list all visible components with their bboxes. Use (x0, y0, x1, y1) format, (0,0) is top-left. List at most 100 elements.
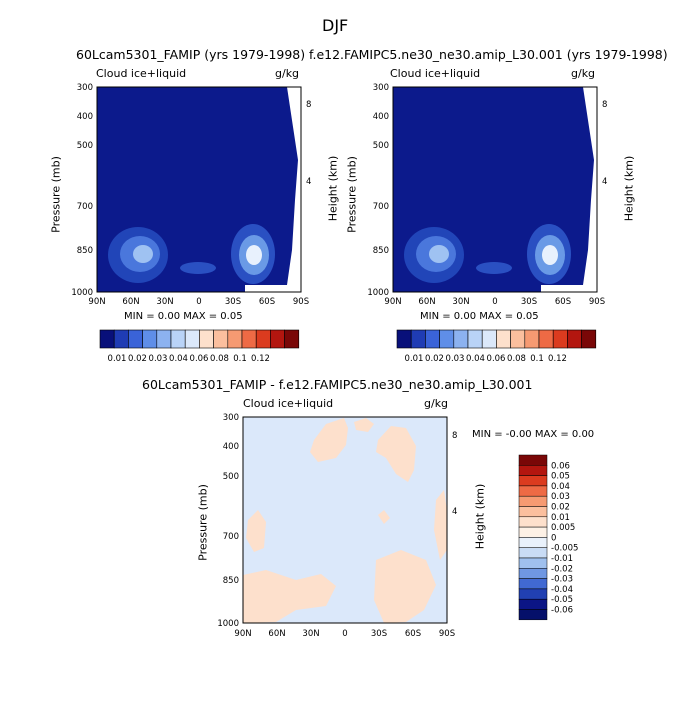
colorbar-diff-cell (518, 485, 548, 497)
colorbar-1-cell (241, 329, 257, 349)
colorbar-diff-label: -0.005 (551, 544, 578, 554)
colorbar-1-label: 0.02 (128, 354, 147, 364)
panel-2-variable-label: Cloud ice+liquid (390, 67, 481, 80)
panel-2-cloud-eq (476, 262, 512, 274)
colorbar-1-label: 0.1 (233, 354, 247, 364)
panel-3-ylabel-right: Height (km) (473, 483, 487, 550)
p3-x-tick-90s: 90S (439, 629, 455, 639)
panel-2-cloud-sh-inner (542, 245, 558, 265)
colorbar-diff-cell (518, 506, 548, 518)
panel-1-variable-label: Cloud ice+liquid (96, 67, 187, 80)
colorbar-panel-1: 0.01 0.02 0.03 0.04 0.06 0.08 0.1 0.12 (99, 329, 300, 364)
colorbar-diff-cell (518, 495, 548, 507)
p2-x-tick-90n: 90N (384, 297, 401, 307)
colorbar-2-label: 0.02 (425, 354, 444, 364)
panel-3-positive-patch-7 (434, 490, 447, 560)
panel-2-title: f.e12.FAMIPC5.ne30_ne30.amip_L30.001 (yr… (309, 47, 668, 62)
colorbar-diff-cell (518, 547, 548, 559)
colorbar-2-cell (567, 329, 582, 349)
colorbar-1-label: 0.03 (149, 354, 168, 364)
colorbar-panel-2: 0.01 0.02 0.03 0.04 0.06 0.08 0.1 0.12 (396, 329, 597, 364)
panel-1-minmax: MIN = 0.00 MAX = 0.05 (124, 311, 243, 322)
colorbar-2-cell (524, 329, 540, 349)
p3-y-tick-300: 300 (223, 413, 239, 423)
p3-y-tick-1000: 1000 (217, 619, 239, 629)
colorbar-1-cell (184, 329, 200, 349)
colorbar-2-cell (538, 329, 554, 349)
colorbar-diff-label: -0.01 (551, 554, 573, 564)
colorbar-2-label: 0.08 (507, 354, 526, 364)
colorbar-1-label: 0.12 (251, 354, 270, 364)
panel-1-cloud-eq (180, 262, 216, 274)
colorbar-diff-label: 0 (551, 533, 556, 543)
panel-3-title: 60Lcam5301_FAMIP - f.e12.FAMIPC5.ne30_ne… (142, 377, 533, 392)
colorbar-diff-label: -0.02 (551, 564, 573, 574)
colorbar-diff-label: -0.05 (551, 595, 573, 605)
colorbar-diff-cell (518, 516, 548, 528)
p3-x-tick-60n: 60N (268, 629, 285, 639)
p2-y-tick-850: 850 (373, 246, 389, 256)
p1-y-tick-850: 850 (77, 246, 93, 256)
colorbar-diff-cell (518, 578, 548, 590)
panel-1-cloud-sh-inner (246, 245, 262, 265)
colorbar-diff-label: 0.01 (551, 513, 570, 523)
panel-1-title: 60Lcam5301_FAMIP (yrs 1979-1998) (76, 47, 306, 62)
p3-h-tick-8: 8 (452, 431, 457, 441)
colorbar-2-label: 0.01 (405, 354, 424, 364)
colorbar-2-label: 0.03 (446, 354, 465, 364)
colorbar-2-cell (410, 329, 426, 349)
p3-x-tick-30n: 30N (302, 629, 319, 639)
p1-y-tick-300: 300 (77, 83, 93, 93)
colorbar-2-cell (467, 329, 483, 349)
colorbar-diff-cell (518, 537, 548, 548)
p1-x-tick-60n: 60N (122, 297, 139, 307)
colorbar-diff-cell (518, 465, 548, 476)
p1-h-tick-4: 4 (306, 177, 311, 187)
colorbar-1-cell (199, 329, 214, 349)
p1-x-tick-30n: 30N (156, 297, 173, 307)
p1-y-tick-1000: 1000 (71, 288, 93, 298)
colorbar-1-cell (113, 329, 129, 349)
panel-2-plot: 300 400 500 700 850 1000 8 4 90N 60N 30N… (367, 83, 607, 307)
colorbar-1-cell (227, 329, 243, 349)
p2-y-tick-700: 700 (373, 202, 389, 212)
colorbar-diff-label: 0.005 (551, 523, 575, 533)
colorbar-diff-label: 0.06 (551, 461, 570, 471)
p2-x-tick-30s: 30S (521, 297, 537, 307)
colorbar-diff-cell (518, 609, 548, 621)
colorbar-2-label: 0.1 (530, 354, 544, 364)
panel-3-units-label: g/kg (424, 397, 449, 410)
colorbar-1-label: 0.06 (190, 354, 209, 364)
colorbar-2-cell (453, 329, 469, 349)
panel-3-positive-patch-5 (243, 570, 336, 623)
p1-y-tick-700: 700 (77, 202, 93, 212)
colorbar-diff-cell (518, 588, 548, 600)
panel-1-field (97, 87, 301, 292)
page-title: DJF (322, 16, 349, 35)
colorbar-diff-label: 0.05 (551, 472, 570, 482)
colorbar-diff-label: 0.03 (551, 492, 570, 502)
panel-3-plot: 300 400 500 700 850 1000 8 4 90N 60N 30N… (217, 413, 457, 639)
colorbar-1-label: 0.04 (169, 354, 188, 364)
p1-x-tick-30s: 30S (225, 297, 241, 307)
p3-x-tick-90n: 90N (234, 629, 251, 639)
p3-h-tick-4: 4 (452, 507, 457, 517)
colorbar-2-label: 0.06 (487, 354, 506, 364)
p1-x-tick-60s: 60S (259, 297, 275, 307)
panel-3-frame (242, 416, 448, 624)
colorbar-1-cell (213, 329, 229, 349)
panel-2-frame (392, 86, 598, 293)
panel-1-cloud-nh-inner (133, 245, 153, 263)
colorbar-diff-cell (518, 475, 548, 487)
p2-h-tick-4: 4 (602, 177, 607, 187)
p2-y-tick-300: 300 (373, 83, 389, 93)
panel-1-frame (96, 86, 302, 293)
panel-1-plot: 300 400 500 700 850 1000 8 4 90N 60N 30N… (71, 83, 311, 307)
panel-2-minmax: MIN = 0.00 MAX = 0.05 (420, 311, 539, 322)
panel-3-positive-patch-8 (378, 510, 390, 524)
panel-3-positive-patch-2 (376, 426, 416, 482)
colorbar-2-cell (425, 329, 440, 349)
panel-2-cloud-nh-inner (429, 245, 449, 263)
colorbar-diff-cell (518, 568, 548, 579)
p3-x-tick-30s: 30S (371, 629, 387, 639)
